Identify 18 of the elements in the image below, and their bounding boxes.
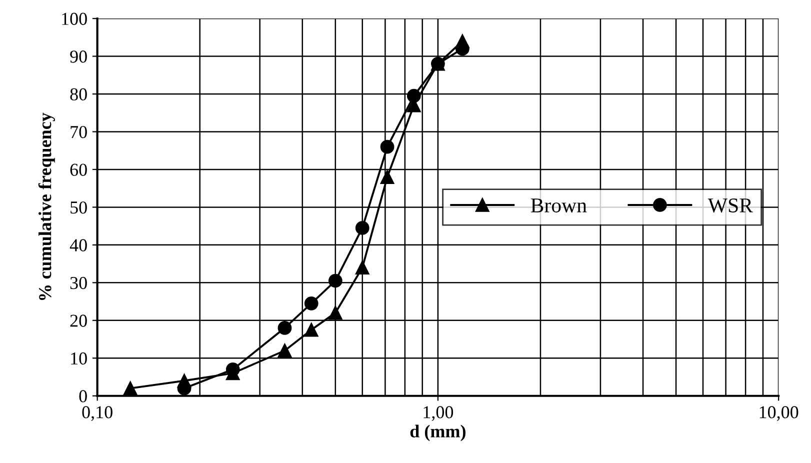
y-tick-label: 100 bbox=[62, 12, 87, 25]
y-axis-title: % cumulative frequency bbox=[38, 112, 55, 300]
y-tick-label: 20 bbox=[70, 314, 87, 327]
x-axis-title: d (mm) bbox=[410, 424, 466, 442]
x-tick-label: 10,00 bbox=[760, 406, 798, 421]
y-tick-label: 30 bbox=[70, 276, 87, 290]
y-tick-label: 10 bbox=[71, 352, 87, 365]
y-tick-label: 70 bbox=[70, 126, 87, 138]
legend-label: Brown bbox=[530, 198, 587, 212]
y-tick-label: 80 bbox=[70, 88, 87, 100]
y-tick-label: 0 bbox=[79, 390, 87, 402]
y-tick-label: 50 bbox=[70, 201, 87, 214]
x-tick-label: 1,00 bbox=[424, 406, 454, 421]
legend-label: WSR bbox=[708, 198, 753, 213]
y-tick-label: 40 bbox=[70, 239, 87, 252]
x-tick-label: 0,10 bbox=[82, 406, 112, 421]
y-tick-label: 60 bbox=[70, 164, 87, 176]
y-tick-label: 90 bbox=[70, 50, 87, 63]
